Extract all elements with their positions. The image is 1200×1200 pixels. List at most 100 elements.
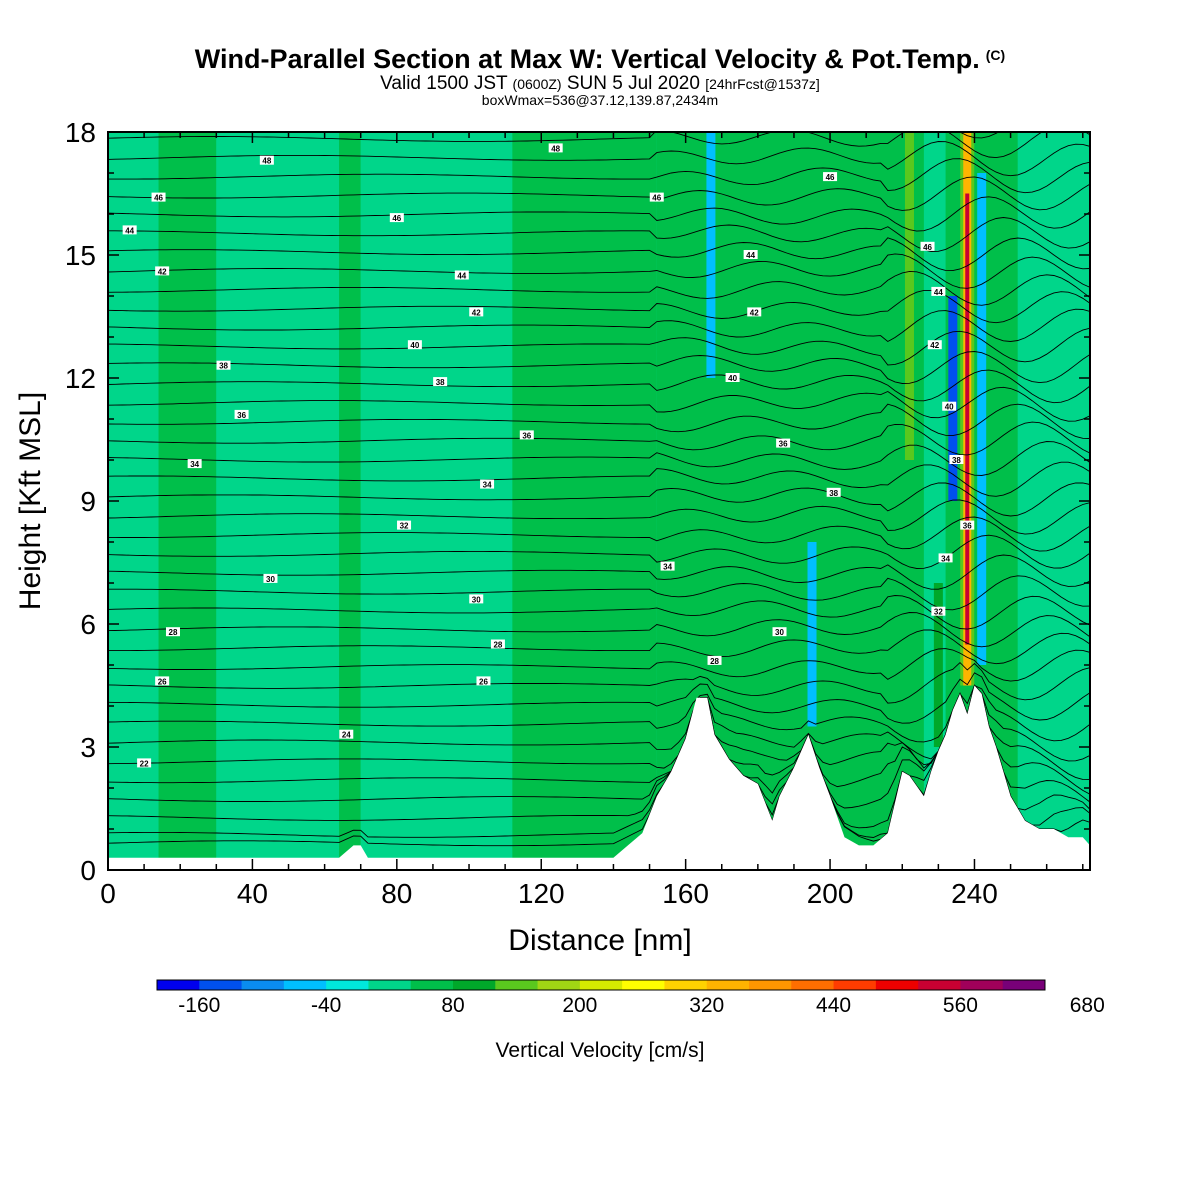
theta-contour-line bbox=[108, 684, 1090, 743]
contour-label: 28 bbox=[165, 627, 180, 637]
contour-label-text: 38 bbox=[829, 489, 838, 498]
theta-contour-line bbox=[108, 684, 1090, 838]
colorbar-swatch bbox=[749, 980, 792, 990]
colorbar-tick-label: 680 bbox=[1070, 994, 1105, 1017]
theta-contour-line bbox=[108, 672, 1090, 724]
contour-label-text: 42 bbox=[750, 308, 759, 317]
title-text: Wind-Parallel Section at Max W: Vertical… bbox=[194, 44, 980, 74]
chart-title: Wind-Parallel Section at Max W: Vertical… bbox=[0, 44, 1200, 75]
terrain-fill bbox=[108, 685, 1090, 870]
y-tick-label: 12 bbox=[65, 363, 96, 394]
theta-contour-line bbox=[108, 327, 1090, 366]
theta-contour-line bbox=[108, 176, 1090, 211]
contour-label: 42 bbox=[469, 307, 484, 317]
contour-label-text: 38 bbox=[436, 378, 445, 387]
contour-label: 46 bbox=[151, 192, 166, 203]
contour-label-bg bbox=[339, 729, 354, 739]
contour-label-bg bbox=[263, 573, 278, 583]
contour-label: 26 bbox=[476, 676, 491, 686]
colorbar-tick-label: -160 bbox=[178, 994, 220, 1017]
contour-label: 44 bbox=[743, 250, 758, 260]
theta-contour-line bbox=[108, 158, 1090, 194]
velocity-region bbox=[512, 132, 657, 870]
contour-label-text: 48 bbox=[551, 144, 560, 153]
contour-label-text: 42 bbox=[158, 267, 167, 276]
velocity-column bbox=[706, 132, 716, 378]
contour-label: 34 bbox=[187, 459, 202, 469]
contour-label: 22 bbox=[137, 758, 152, 768]
velocity-region bbox=[216, 132, 340, 870]
theta-contour-line bbox=[108, 482, 1090, 517]
theta-contour-line bbox=[108, 403, 1090, 439]
contour-label-bg bbox=[187, 459, 202, 469]
theta-contour-line bbox=[108, 270, 1090, 306]
contour-label-text: 46 bbox=[826, 173, 835, 182]
y-tick-label: 6 bbox=[80, 609, 96, 640]
theta-contour-line bbox=[108, 289, 1090, 324]
theta-contour-line bbox=[108, 141, 1090, 177]
contour-label-bg bbox=[259, 155, 274, 165]
velocity-column bbox=[977, 173, 987, 665]
contour-label-bg bbox=[931, 606, 946, 616]
contour-label-bg bbox=[725, 373, 740, 382]
theta-contour-line bbox=[108, 237, 1090, 272]
contour-label-bg bbox=[155, 266, 170, 276]
velocity-features bbox=[706, 132, 987, 747]
velocity-column bbox=[933, 583, 943, 747]
valid-date: SUN 5 Jul 2020 bbox=[566, 73, 700, 94]
theta-contour-line bbox=[108, 441, 1090, 476]
contour-label-text: 22 bbox=[140, 759, 149, 768]
contour-label-bg bbox=[407, 340, 422, 350]
contour-labels: 22 24 26 26 28 28 28 30 30 30 32 32 34 34 34 34 36 36 36 36… bbox=[122, 143, 975, 768]
theta-contour-line bbox=[108, 386, 1090, 422]
contour-label: 38 bbox=[949, 455, 964, 465]
contour-label: 46 bbox=[920, 241, 935, 252]
contour-label-bg bbox=[920, 241, 935, 251]
contour-label-text: 28 bbox=[169, 628, 178, 637]
contour-label-bg bbox=[151, 192, 166, 202]
contour-label-bg bbox=[122, 225, 137, 235]
contour-label: 42 bbox=[927, 340, 942, 350]
contour-label: 28 bbox=[490, 639, 505, 650]
contour-label-bg bbox=[949, 455, 964, 464]
y-axis-label: Height [Kft MSL] bbox=[14, 392, 47, 610]
y-tick-label: 15 bbox=[65, 240, 96, 271]
contour-label: 36 bbox=[960, 520, 975, 531]
contour-label-bg bbox=[490, 639, 505, 649]
contour-label: 30 bbox=[469, 594, 484, 604]
contour-label-text: 40 bbox=[728, 374, 737, 383]
contour-label-text: 34 bbox=[663, 563, 672, 572]
contour-label-bg bbox=[476, 676, 491, 686]
theta-contour-line bbox=[108, 132, 1090, 159]
contour-label-text: 26 bbox=[158, 677, 167, 686]
contour-label-text: 36 bbox=[779, 440, 788, 449]
contour-label: 26 bbox=[155, 676, 170, 686]
contour-label-bg bbox=[826, 487, 841, 497]
contour-label-text: 30 bbox=[266, 575, 275, 584]
colorbar-swatch bbox=[622, 980, 665, 990]
contour-label-text: 40 bbox=[410, 341, 419, 350]
contour-label: 36 bbox=[776, 438, 791, 449]
colorbar-frame bbox=[156, 979, 1046, 991]
contour-label-bg bbox=[776, 438, 791, 448]
contour-label-bg bbox=[938, 553, 953, 563]
forecast-info: [24hrFcst@1537z] bbox=[705, 76, 820, 92]
contour-label-text: 42 bbox=[930, 341, 939, 350]
x-tick-label: 240 bbox=[951, 878, 998, 909]
theta-contours bbox=[108, 132, 1090, 847]
colorbar-swatch bbox=[579, 980, 623, 990]
theta-contour-line bbox=[108, 351, 1090, 384]
valid-utc: (0600Z) bbox=[512, 76, 562, 92]
x-tick-label: 200 bbox=[807, 878, 854, 909]
contour-label-text: 46 bbox=[154, 194, 163, 203]
y-tick-label: 0 bbox=[80, 855, 96, 886]
colorbar-swatch bbox=[410, 980, 454, 990]
theta-contour-line bbox=[108, 253, 1090, 289]
valid-prefix: Valid 1500 JST bbox=[380, 73, 508, 94]
contour-label-text: 38 bbox=[219, 362, 228, 371]
colorbar-swatch bbox=[960, 980, 1004, 990]
contour-label: 46 bbox=[823, 172, 838, 182]
contour-label: 46 bbox=[649, 192, 664, 203]
x-tick-label: 0 bbox=[100, 878, 116, 909]
